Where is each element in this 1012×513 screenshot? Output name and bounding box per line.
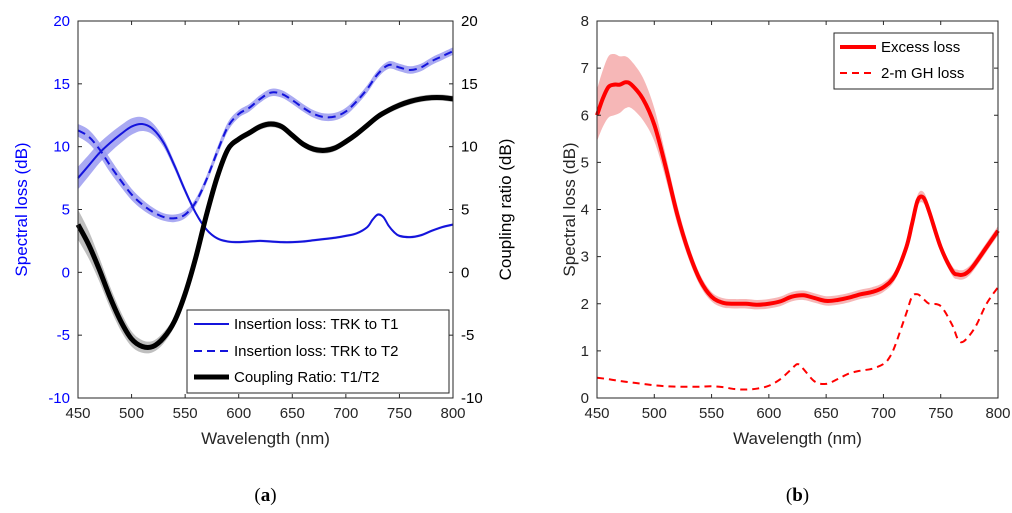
legend-label-b-1: 2-m GH loss bbox=[881, 65, 964, 82]
x-tick-label-a-3: 600 bbox=[226, 405, 251, 422]
y-tick-label-right-a-1: -5 bbox=[461, 327, 474, 344]
x-tick-label-a-5: 700 bbox=[333, 405, 358, 422]
y-tick-label-left-a-2: 0 bbox=[62, 264, 70, 281]
legend-box-a bbox=[186, 309, 450, 394]
panel-a: 450 500 550 600 650 700 750 800-10-505101520-10… bbox=[12, 13, 515, 506]
series-line-a-0 bbox=[77, 122, 454, 244]
y-tick-label-b-5: 5 bbox=[581, 154, 589, 171]
x-tick-label-b-4: 650 bbox=[814, 405, 839, 422]
x-tick-label-b-6: 750 bbox=[928, 405, 953, 422]
x-tick-label-a-7: 800 bbox=[440, 405, 465, 422]
series-line-b-0 bbox=[595, 80, 1000, 307]
plot-frame-b bbox=[596, 20, 999, 399]
y-tick-label-b-6: 6 bbox=[581, 107, 589, 124]
caption-b: (b) bbox=[786, 485, 809, 506]
y-tick-label-left-a-1: -5 bbox=[57, 327, 70, 344]
y-axis-label-left-a: Spectral loss (dB) bbox=[12, 142, 31, 276]
y-tick-label-b-4: 4 bbox=[581, 202, 589, 219]
legend-label-b-0: Excess loss bbox=[881, 39, 960, 56]
y-tick-label-b-2: 2 bbox=[581, 296, 589, 313]
series-line-a-1 bbox=[77, 50, 454, 220]
caption-a: (a) bbox=[254, 485, 276, 506]
series-line-b-1 bbox=[596, 286, 999, 391]
legend-a: Insertion loss: TRK to T1 Insertion loss… bbox=[186, 309, 450, 394]
y-tick-label-right-a-3: 5 bbox=[461, 202, 469, 219]
legend-label-a-2: Coupling Ratio: T1/T2 bbox=[234, 369, 380, 386]
y-tick-label-left-a-6: 20 bbox=[53, 13, 70, 30]
x-tick-label-b-5: 700 bbox=[871, 405, 896, 422]
x-tick-label-a-2: 550 bbox=[173, 405, 198, 422]
y-tick-label-left-a-0: -10 bbox=[48, 390, 70, 407]
y-tick-label-right-a-5: 15 bbox=[461, 76, 478, 93]
y-tick-label-right-a-4: 10 bbox=[461, 139, 478, 156]
y-tick-label-right-a-2: 0 bbox=[461, 264, 469, 281]
y-tick-label-b-0: 0 bbox=[581, 390, 589, 407]
x-tick-label-a-4: 650 bbox=[280, 405, 305, 422]
y-tick-label-b-1: 1 bbox=[581, 343, 589, 360]
band-a-1 bbox=[78, 47, 453, 223]
y-tick-label-right-a-6: 20 bbox=[461, 13, 478, 30]
legend-b: Excess loss 2-m GH loss bbox=[833, 32, 994, 90]
y-tick-label-left-a-5: 15 bbox=[53, 76, 70, 93]
x-tick-label-b-7: 800 bbox=[985, 405, 1010, 422]
y-tick-label-b-3: 3 bbox=[581, 249, 589, 266]
legend-label-a-0: Insertion loss: TRK to T1 bbox=[234, 316, 399, 333]
legend-box-b bbox=[833, 32, 994, 90]
x-tick-label-b-0: 450 bbox=[584, 405, 609, 422]
y-axis-label-b: Spectral loss (dB) bbox=[560, 142, 579, 276]
band-a-0 bbox=[78, 116, 453, 244]
y-axis-label-right-a: Coupling ratio (dB) bbox=[496, 139, 515, 281]
x-tick-label-b-2: 550 bbox=[699, 405, 724, 422]
legend-label-a-1: Insertion loss: TRK to T2 bbox=[234, 343, 399, 360]
series-line-a-2 bbox=[75, 95, 454, 350]
panel-b: 450 500 550 600 650 700 750 800 0 1 2 3 4 5 6 7 8 Wavele… bbox=[560, 13, 1011, 506]
plot-frame-a bbox=[77, 20, 454, 399]
x-tick-label-b-3: 600 bbox=[756, 405, 781, 422]
y-tick-label-left-a-4: 10 bbox=[53, 139, 70, 156]
x-tick-label-a-6: 750 bbox=[387, 405, 412, 422]
x-axis-label-b: Wavelength (nm) bbox=[733, 429, 862, 448]
x-axis-label-a: Wavelength (nm) bbox=[201, 429, 330, 448]
y-tick-label-b-7: 7 bbox=[581, 60, 589, 77]
y-tick-label-right-a-0: -10 bbox=[461, 390, 483, 407]
x-tick-label-a-1: 500 bbox=[119, 405, 144, 422]
x-tick-label-b-1: 500 bbox=[642, 405, 667, 422]
y-tick-label-left-a-3: 5 bbox=[62, 202, 70, 219]
y-tick-label-b-8: 8 bbox=[581, 13, 589, 30]
x-tick-label-a-0: 450 bbox=[65, 405, 90, 422]
band-b-0 bbox=[597, 53, 998, 310]
